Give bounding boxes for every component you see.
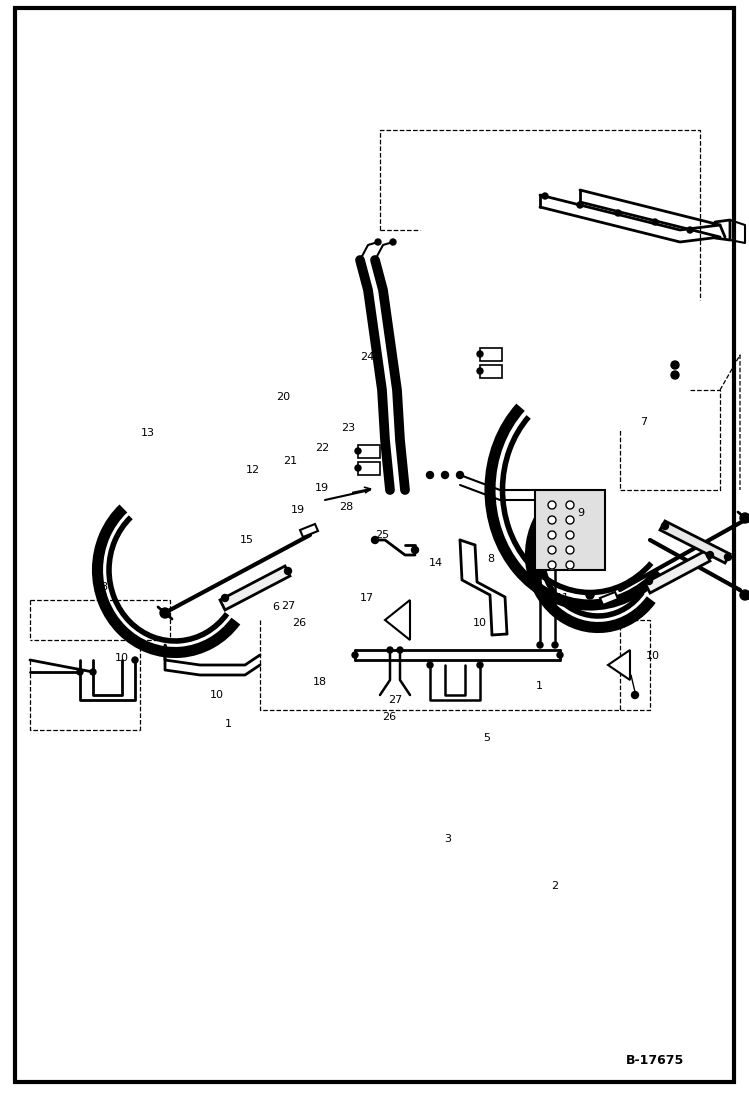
Polygon shape — [220, 566, 290, 610]
Circle shape — [537, 642, 543, 648]
Circle shape — [375, 239, 381, 245]
Circle shape — [615, 210, 621, 216]
Text: B-17675: B-17675 — [626, 1053, 684, 1066]
Text: 19: 19 — [291, 505, 305, 516]
Bar — [358, 462, 380, 475]
Text: 20: 20 — [276, 392, 290, 403]
Circle shape — [566, 516, 574, 524]
Circle shape — [548, 531, 556, 539]
Circle shape — [372, 536, 378, 543]
Circle shape — [477, 367, 483, 374]
Bar — [480, 348, 502, 361]
Circle shape — [566, 501, 574, 509]
Circle shape — [456, 472, 464, 478]
Circle shape — [548, 516, 556, 524]
Circle shape — [285, 567, 291, 575]
Circle shape — [566, 546, 574, 554]
Circle shape — [387, 647, 393, 653]
Text: 27: 27 — [281, 600, 296, 611]
Circle shape — [577, 202, 583, 208]
Text: 24: 24 — [360, 351, 374, 362]
Circle shape — [411, 546, 419, 554]
Circle shape — [477, 661, 483, 668]
Text: 10: 10 — [115, 653, 128, 664]
Text: 12: 12 — [246, 464, 260, 475]
Circle shape — [671, 361, 679, 369]
Text: 6: 6 — [272, 601, 279, 612]
Circle shape — [397, 647, 403, 653]
Circle shape — [160, 608, 170, 618]
Text: 1: 1 — [536, 680, 543, 691]
Text: 11: 11 — [557, 592, 570, 603]
Circle shape — [427, 661, 433, 668]
Text: 2: 2 — [551, 881, 558, 892]
Circle shape — [548, 561, 556, 569]
Circle shape — [740, 590, 749, 600]
Text: 1: 1 — [225, 719, 232, 730]
Circle shape — [631, 691, 638, 699]
Text: 10: 10 — [473, 618, 487, 629]
Text: 7: 7 — [640, 417, 648, 428]
Circle shape — [548, 546, 556, 554]
Circle shape — [441, 472, 449, 478]
Circle shape — [740, 513, 749, 523]
Text: 3: 3 — [444, 834, 452, 845]
Text: 17: 17 — [360, 592, 374, 603]
Text: 27: 27 — [388, 694, 403, 705]
Circle shape — [390, 239, 396, 245]
Circle shape — [687, 227, 693, 233]
Bar — [358, 445, 380, 459]
Polygon shape — [535, 490, 605, 570]
Polygon shape — [600, 592, 618, 606]
Text: 26: 26 — [383, 712, 396, 723]
Text: 9: 9 — [577, 508, 584, 519]
Circle shape — [557, 652, 563, 658]
Polygon shape — [660, 521, 730, 563]
Circle shape — [552, 642, 558, 648]
Bar — [480, 365, 502, 378]
Circle shape — [724, 554, 732, 561]
Circle shape — [477, 351, 483, 357]
Circle shape — [652, 219, 658, 225]
Circle shape — [548, 501, 556, 509]
Text: 28: 28 — [339, 501, 354, 512]
Circle shape — [566, 561, 574, 569]
Circle shape — [646, 577, 652, 585]
Circle shape — [542, 193, 548, 199]
Circle shape — [426, 472, 434, 478]
Text: 8: 8 — [100, 581, 107, 592]
Text: 10: 10 — [210, 690, 224, 701]
Circle shape — [586, 601, 594, 609]
Polygon shape — [645, 551, 710, 593]
Circle shape — [352, 652, 358, 658]
Text: 14: 14 — [429, 557, 443, 568]
Polygon shape — [385, 600, 410, 640]
Text: 22: 22 — [315, 442, 330, 453]
Polygon shape — [608, 651, 630, 680]
Circle shape — [566, 531, 574, 539]
Circle shape — [671, 371, 679, 378]
Circle shape — [706, 552, 714, 558]
Polygon shape — [300, 524, 318, 538]
Circle shape — [132, 657, 138, 663]
Circle shape — [90, 669, 96, 675]
Text: 26: 26 — [293, 618, 306, 629]
Circle shape — [355, 465, 361, 471]
Text: 18: 18 — [313, 677, 327, 688]
Circle shape — [586, 591, 594, 599]
Text: 8: 8 — [487, 554, 494, 565]
Text: 15: 15 — [240, 534, 254, 545]
Circle shape — [222, 595, 228, 601]
Text: 19: 19 — [315, 483, 329, 494]
Circle shape — [77, 669, 83, 675]
Text: 5: 5 — [483, 733, 491, 744]
Text: 25: 25 — [375, 530, 389, 541]
Circle shape — [661, 522, 669, 530]
Text: 10: 10 — [646, 651, 660, 661]
Text: 21: 21 — [284, 455, 297, 466]
Text: 23: 23 — [342, 422, 355, 433]
Text: 13: 13 — [142, 428, 155, 439]
Circle shape — [355, 448, 361, 454]
